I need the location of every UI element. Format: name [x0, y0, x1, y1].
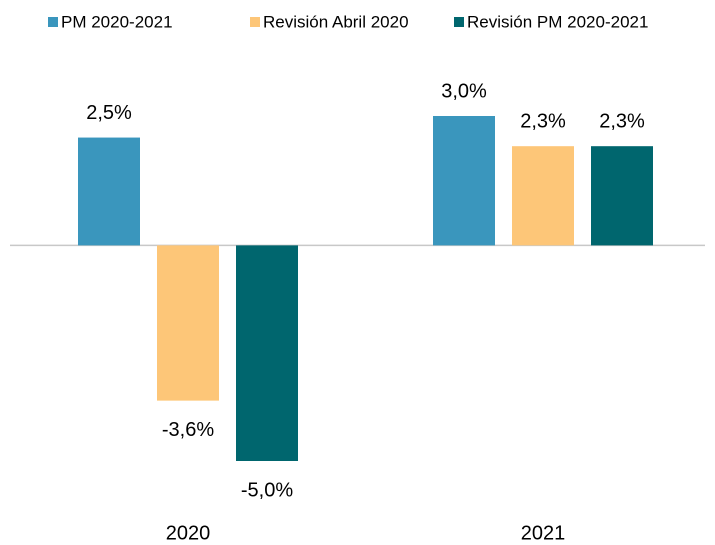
bar	[78, 137, 140, 246]
value-label: 2,3%	[599, 110, 645, 132]
value-label: 2,3%	[520, 110, 566, 132]
legend-swatch	[250, 17, 260, 27]
value-label: -3,6%	[162, 419, 214, 441]
bar	[433, 116, 495, 246]
bar	[591, 146, 653, 246]
legend-label: Revisión Abril 2020	[263, 12, 409, 31]
x-tick-label: 2020	[166, 522, 211, 544]
legend-label: PM 2020-2021	[61, 12, 173, 31]
legend-label: Revisión PM 2020-2021	[467, 12, 648, 31]
bar	[236, 245, 298, 461]
bar	[157, 245, 219, 401]
value-label: -5,0%	[241, 479, 293, 501]
legend-swatch	[48, 17, 58, 27]
x-tick-label: 2021	[521, 522, 566, 544]
bar	[512, 146, 574, 246]
value-label: 3,0%	[441, 80, 487, 102]
legend-swatch	[454, 17, 464, 27]
value-label: 2,5%	[86, 102, 132, 124]
